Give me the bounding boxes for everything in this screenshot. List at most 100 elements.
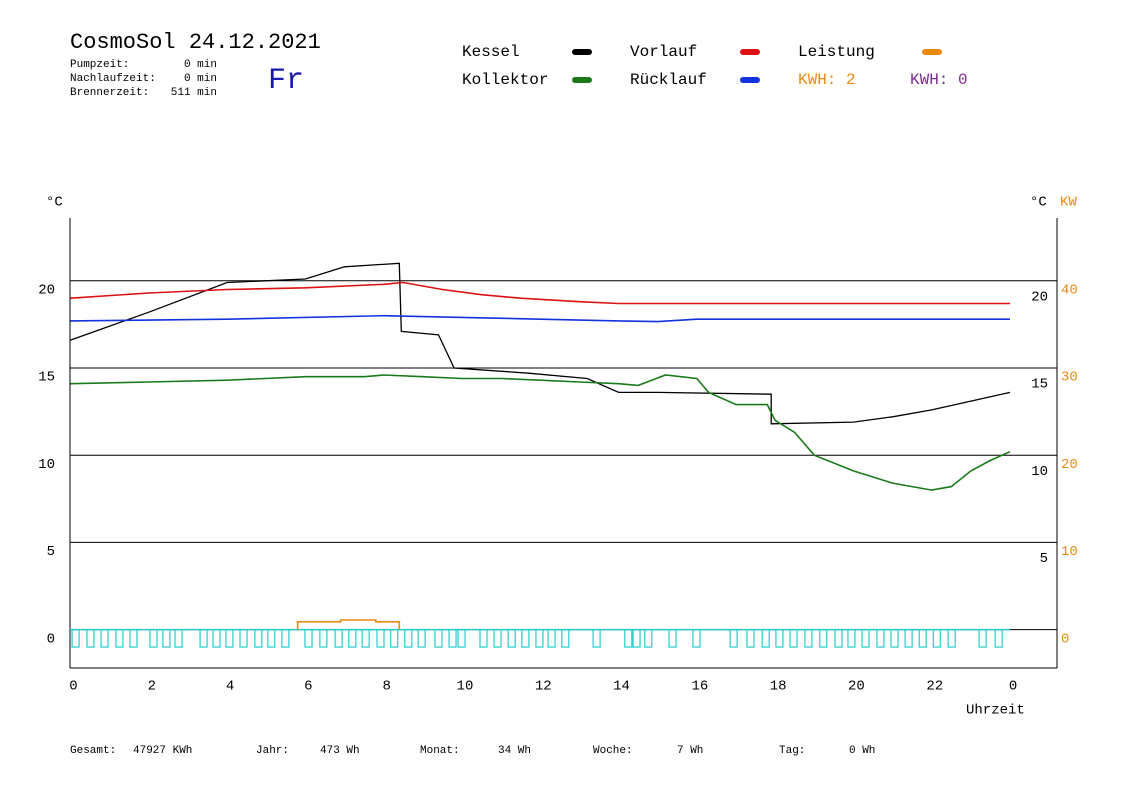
pulse [479, 629, 488, 648]
stat-label: Pumpzeit: [70, 59, 129, 71]
y-right-tick-label: 10 [1031, 464, 1048, 480]
pulse [267, 629, 276, 648]
pulse [904, 629, 913, 648]
pulse [692, 629, 701, 648]
series-line [70, 314, 1010, 323]
legend-swatch [572, 49, 592, 55]
pulse [334, 629, 343, 648]
pulse [890, 629, 899, 648]
pulse [804, 629, 813, 648]
pulse [304, 629, 313, 648]
pulse [978, 629, 987, 648]
pulse [632, 629, 641, 648]
pulse [592, 629, 601, 648]
series-line [70, 374, 1011, 491]
weekday: Fr [268, 64, 304, 98]
pulse [561, 629, 570, 648]
pulse [390, 629, 399, 648]
pulse [789, 629, 798, 648]
pulse [212, 629, 221, 648]
pulse [404, 629, 413, 648]
footer-label: Gesamt: [70, 745, 116, 757]
y-tick-label: 0 [47, 631, 55, 647]
x-tick-label: 0 [1009, 679, 1017, 695]
y2-tick-label: 0 [1061, 631, 1069, 647]
x-tick-label: 20 [848, 679, 865, 695]
legend-label: Vorlauf [630, 43, 697, 61]
pulse [861, 629, 870, 648]
legend-label: Kessel [462, 43, 520, 61]
legend-swatch [922, 49, 942, 55]
pulse [71, 629, 80, 648]
x-tick-label: 6 [304, 679, 312, 695]
x-tick-label: 4 [226, 679, 234, 695]
stat-label: Brennerzeit: [70, 87, 149, 99]
pulse [434, 629, 443, 648]
legend-swatch [572, 77, 592, 83]
pulse [507, 629, 516, 648]
y-tick-label: 5 [47, 544, 55, 560]
y-axis-label: °C [46, 195, 63, 211]
stat-value: 0 min [184, 73, 217, 85]
stat-value: 511 min [171, 87, 217, 99]
pulse [729, 629, 738, 648]
pulse [174, 629, 183, 648]
pulse [239, 629, 248, 648]
pulse [644, 629, 653, 648]
series-line [70, 262, 1011, 425]
footer-value: 34 Wh [498, 745, 531, 757]
x-tick-label: 16 [691, 679, 708, 695]
pulse [225, 629, 234, 648]
y2-axis-label: KW [1060, 195, 1077, 211]
pulse [361, 629, 370, 648]
y-right-tick-label: 15 [1031, 377, 1048, 393]
y-right-tick-label: 20 [1031, 289, 1048, 305]
footer-label: Tag: [779, 745, 805, 757]
x-tick-label: 12 [535, 679, 552, 695]
x-tick-label: 2 [148, 679, 156, 695]
pulse [417, 629, 426, 648]
pulse [932, 629, 941, 648]
pulse [281, 629, 290, 648]
series-line [70, 281, 1010, 305]
pulse [493, 629, 502, 648]
pulse [129, 629, 138, 648]
y-tick-label: 10 [38, 457, 55, 473]
pulse [199, 629, 208, 648]
pulse [918, 629, 927, 648]
footer-value: 7 Wh [677, 745, 703, 757]
x-tick-label: 22 [926, 679, 943, 695]
pulse [149, 629, 158, 648]
y-tick-label: 20 [38, 282, 55, 298]
x-tick-label: 14 [613, 679, 630, 695]
y2-tick-label: 10 [1061, 544, 1078, 560]
y-right-axis-label: °C [1030, 195, 1047, 211]
title: CosmoSol 24.12.2021 [70, 30, 321, 55]
pulse [348, 629, 357, 648]
y-tick-label: 15 [38, 370, 55, 386]
pulse [376, 629, 385, 648]
footer-value: 473 Wh [320, 745, 360, 757]
pulse [535, 629, 544, 648]
kwh-label: KWH: 0 [910, 71, 968, 89]
legend-label: Rücklauf [630, 71, 707, 89]
footer-value: 0 Wh [849, 745, 875, 757]
pulse [819, 629, 828, 648]
pulse [876, 629, 885, 648]
pulse [994, 629, 1003, 648]
footer-label: Jahr: [256, 745, 289, 757]
series-line [296, 619, 401, 630]
y2-tick-label: 20 [1061, 457, 1078, 473]
pulse [521, 629, 530, 648]
y2-tick-label: 30 [1061, 370, 1078, 386]
footer-label: Monat: [420, 745, 460, 757]
x-tick-label: 8 [382, 679, 390, 695]
pulse [457, 629, 466, 648]
pulse [100, 629, 109, 648]
pulse [761, 629, 770, 648]
pulse [254, 629, 263, 648]
pulse [746, 629, 755, 648]
y2-tick-label: 40 [1061, 282, 1078, 298]
legend-swatch [740, 77, 760, 83]
